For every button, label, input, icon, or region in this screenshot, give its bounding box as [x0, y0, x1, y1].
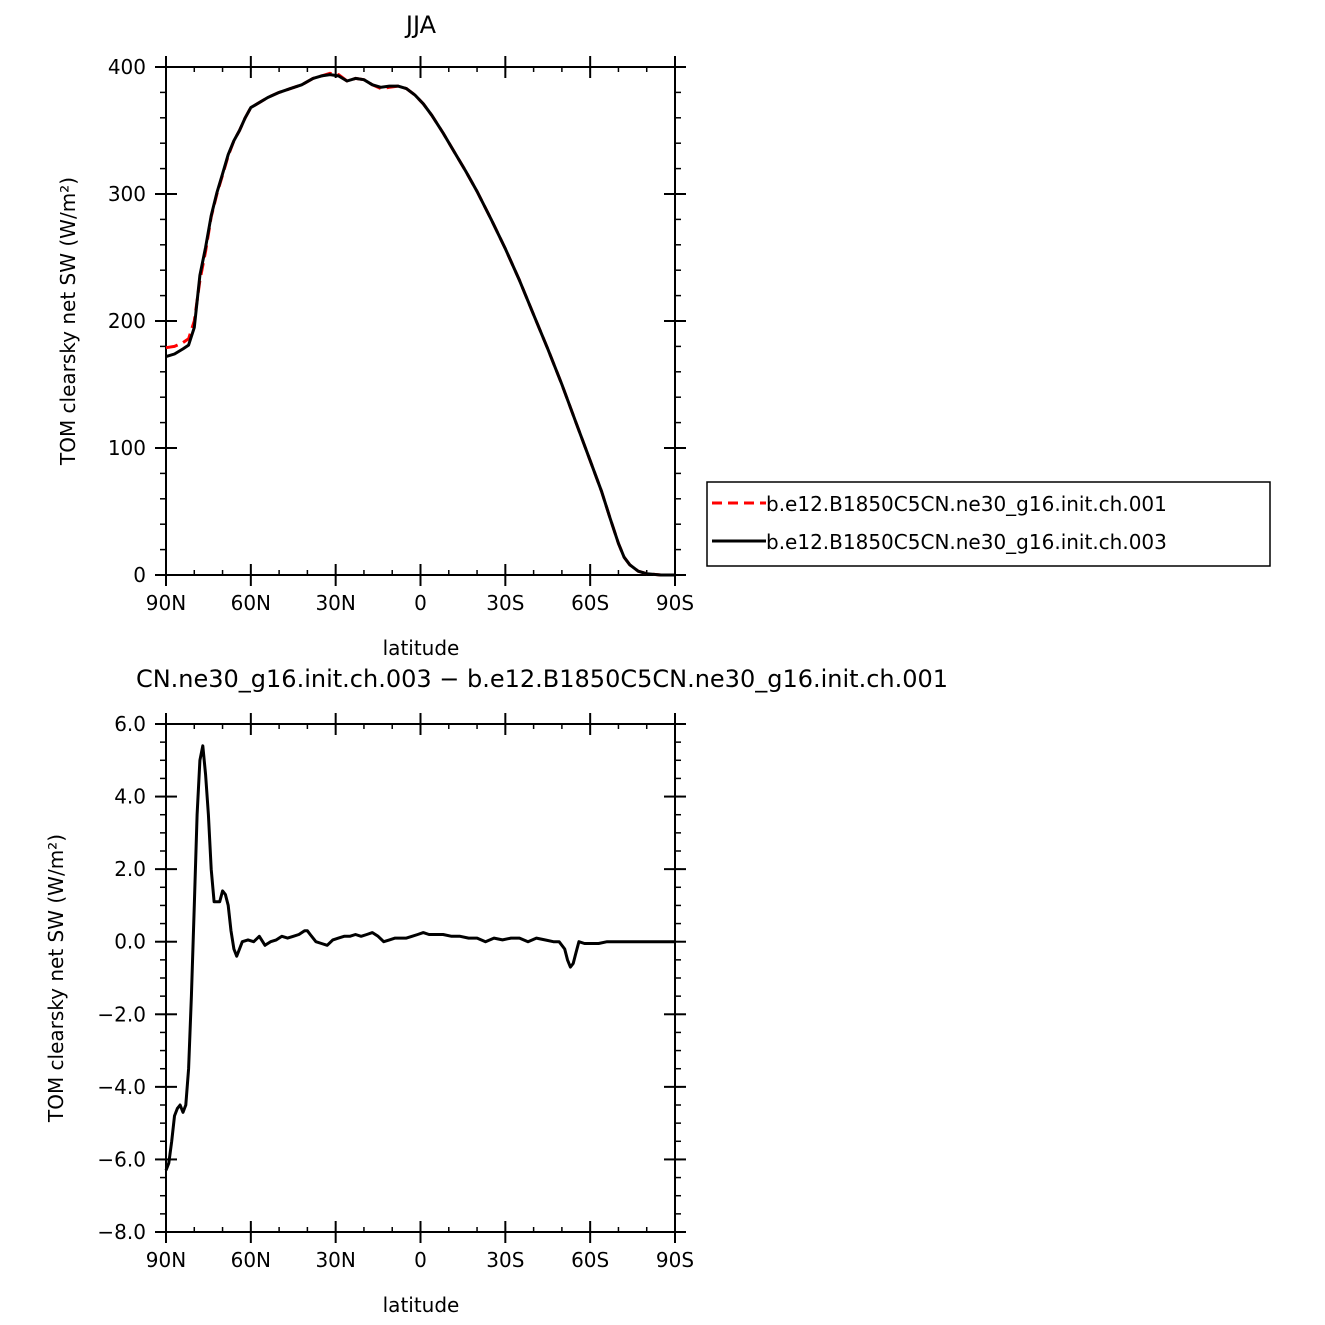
bottom-series-line-0: [164, 744, 675, 1171]
bottom-y-tick-label: −2.0: [97, 1002, 146, 1026]
top-plot-ylabel: TOM clearsky net SW (W/m²): [56, 177, 80, 466]
top-y-tick-label: 200: [108, 309, 146, 333]
top-series-line-0: [165, 71, 675, 577]
bottom-y-tick-label: 4.0: [114, 785, 146, 809]
top-y-tick-label: 0: [133, 563, 146, 587]
top-x-tick-label: 60S: [571, 591, 609, 615]
legend-label-series-001: b.e12.B1850C5CN.ne30_g16.init.ch.001: [766, 492, 1167, 516]
top-x-tick-label: 90S: [656, 591, 694, 615]
top-x-tick-label: 90N: [146, 591, 186, 615]
bottom-y-tick-label: −4.0: [97, 1075, 146, 1099]
top-y-tick-label: 300: [108, 182, 146, 206]
bottom-plot-ylabel: TOM clearsky net SW (W/m²): [44, 834, 68, 1123]
bottom-x-tick-label: 30S: [486, 1248, 524, 1272]
top-plot-xlabel: latitude: [383, 636, 460, 660]
bottom-x-tick-label: 90S: [656, 1248, 694, 1272]
top-x-tick-label: 30N: [315, 591, 355, 615]
bottom-y-tick-label: −8.0: [97, 1220, 146, 1244]
top-plot: JJA latitude TOM clearsky net SW (W/m²) …: [56, 11, 694, 660]
bottom-plot-title: CN.ne30_g16.init.ch.003 − b.e12.B1850C5C…: [136, 665, 948, 693]
top-series-line-1: [165, 73, 675, 577]
top-x-tick-label: 30S: [486, 591, 524, 615]
bottom-x-tick-label: 60N: [231, 1248, 271, 1272]
bottom-plot-xlabel: latitude: [383, 1293, 460, 1317]
bottom-x-tick-label: 90N: [146, 1248, 186, 1272]
legend-box: [706, 481, 1271, 567]
top-plot-title: JJA: [404, 11, 437, 39]
bottom-x-tick-label: 30N: [315, 1248, 355, 1272]
bottom-x-tick-label: 0: [414, 1248, 427, 1272]
bottom-plot-frame: [165, 723, 676, 1233]
bottom-y-tick-label: 2.0: [114, 857, 146, 881]
top-x-tick-label: 0: [414, 591, 427, 615]
bottom-y-tick-label: 6.0: [114, 712, 146, 736]
bottom-plot: CN.ne30_g16.init.ch.003 − b.e12.B1850C5C…: [44, 665, 948, 1317]
top-y-tick-label: 100: [108, 436, 146, 460]
top-plot-frame: [165, 66, 676, 576]
legend: b.e12.B1850C5CN.ne30_g16.init.ch.001 b.e…: [706, 481, 1271, 567]
top-y-tick-label: 400: [108, 55, 146, 79]
bottom-x-tick-label: 60S: [571, 1248, 609, 1272]
top-x-tick-label: 60N: [231, 591, 271, 615]
bottom-y-tick-label: −6.0: [97, 1147, 146, 1171]
bottom-y-tick-label: 0.0: [114, 930, 146, 954]
legend-label-series-003: b.e12.B1850C5CN.ne30_g16.init.ch.003: [766, 530, 1167, 554]
